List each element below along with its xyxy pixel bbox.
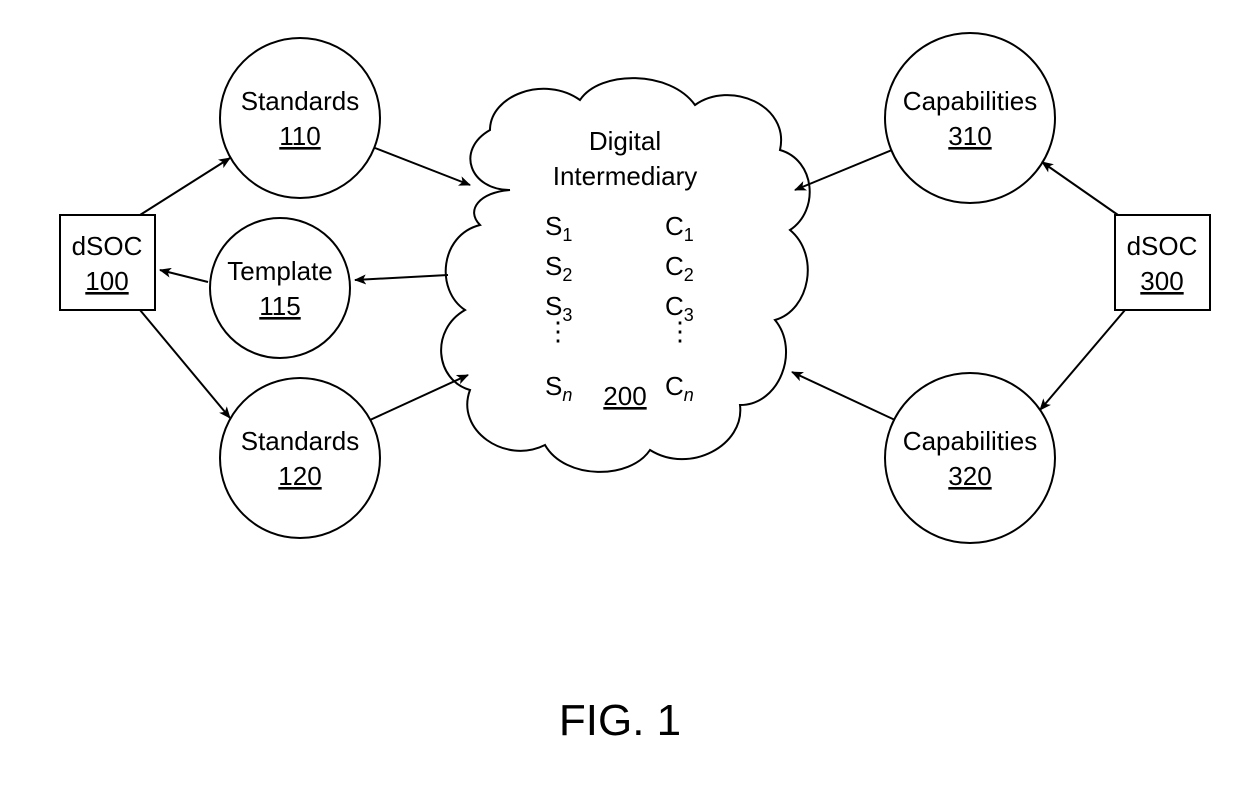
capabilities-320-title: Capabilities [903, 426, 1037, 456]
svg-text:Cn: Cn [665, 371, 694, 405]
cloud-title-1: Digital [589, 126, 661, 156]
edge-300-to-320 [1040, 310, 1125, 410]
template-115-ref: 115 [259, 291, 300, 321]
svg-text:Sn: Sn [545, 371, 572, 405]
edge-110-to-200 [375, 148, 470, 185]
edge-115-to-100 [160, 270, 208, 282]
dsoc-100-title: dSOC [72, 231, 143, 261]
template-115-title: Template [227, 256, 333, 286]
svg-text:S1: S1 [545, 211, 572, 245]
node-dsoc-100: dSOC 100 [60, 215, 155, 310]
capabilities-310-title: Capabilities [903, 86, 1037, 116]
standards-110-title: Standards [241, 86, 360, 116]
cloud-s-column: S1 S2 S3 ⋮ Sn [545, 211, 572, 405]
node-capabilities-320: Capabilities 320 [885, 373, 1055, 543]
capabilities-310-ref: 310 [948, 121, 991, 151]
diagram-canvas: Digital Intermediary S1 S2 S3 ⋮ Sn C1 C2… [0, 0, 1240, 804]
node-dsoc-300: dSOC 300 [1115, 215, 1210, 310]
standards-110-ref: 110 [279, 121, 320, 151]
cloud-digital-intermediary: Digital Intermediary S1 S2 S3 ⋮ Sn C1 C2… [441, 78, 810, 472]
standards-120-title: Standards [241, 426, 360, 456]
cloud-title-2: Intermediary [553, 161, 698, 191]
node-template-115: Template 115 [210, 218, 350, 358]
dsoc-300-title: dSOC [1127, 231, 1198, 261]
svg-text:S2: S2 [545, 251, 572, 285]
svg-text:C1: C1 [665, 211, 694, 245]
dsoc-300-ref: 300 [1140, 266, 1183, 296]
figure-label: FIG. 1 [559, 696, 681, 745]
edge-300-to-310 [1042, 162, 1118, 215]
cloud-c-column: C1 C2 C3 ⋮ Cn [665, 211, 694, 405]
edge-100-to-110 [140, 158, 230, 215]
node-standards-120: Standards 120 [220, 378, 380, 538]
svg-text:⋮: ⋮ [667, 316, 693, 346]
node-standards-110: Standards 110 [220, 38, 380, 198]
edge-200-to-115 [355, 275, 448, 280]
standards-120-ref: 120 [278, 461, 321, 491]
svg-text:⋮: ⋮ [545, 316, 571, 346]
edge-100-to-120 [140, 310, 230, 418]
edge-120-to-200 [370, 375, 468, 420]
edge-310-to-200 [795, 150, 892, 190]
edge-320-to-200 [792, 372, 895, 420]
capabilities-320-ref: 320 [948, 461, 991, 491]
cloud-ref: 200 [603, 381, 646, 411]
svg-text:C2: C2 [665, 251, 694, 285]
dsoc-100-ref: 100 [85, 266, 128, 296]
node-capabilities-310: Capabilities 310 [885, 33, 1055, 203]
